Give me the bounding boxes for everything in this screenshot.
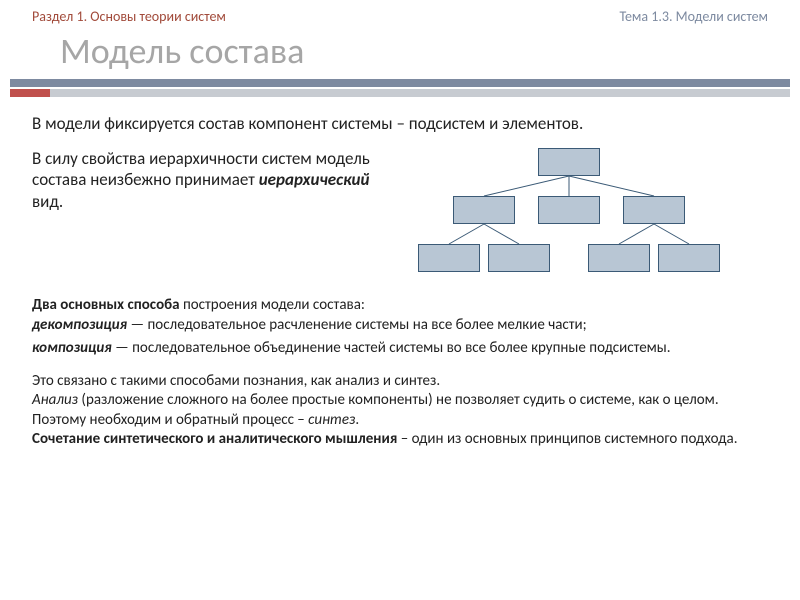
method-desc: — последовательное расчленение системы н… (127, 316, 587, 334)
intro-text: В модели фиксируется состав компонент си… (32, 113, 768, 134)
divider-bars (0, 79, 800, 97)
tree-node (658, 244, 720, 272)
explain-p3-b: Сочетание синтетического и аналитическог… (32, 430, 397, 448)
tree-edge (654, 224, 689, 244)
explain-p3-rest: – один из основных принципов системного … (397, 430, 737, 448)
explain-block: Это связано с такими способами познания,… (32, 372, 768, 450)
para2-post: вид. (32, 191, 63, 212)
explain-p2-end: . (355, 411, 359, 429)
tree-node (538, 148, 600, 176)
method-term: декомпозиция (32, 316, 127, 334)
section-label: Раздел 1. Основы теории систем (32, 8, 226, 25)
method-term: композиция (32, 339, 112, 357)
explain-p1: Это связано с такими способами познания,… (32, 372, 440, 390)
tree-node (418, 244, 480, 272)
tree-node (623, 196, 685, 224)
explain-analysis: Анализ (32, 391, 78, 409)
tree-edge (484, 176, 569, 196)
explain-synthesis: синтез (308, 411, 355, 429)
tree-node (488, 244, 550, 272)
methods-head-b: Два основных способа (32, 296, 180, 314)
tree-node (453, 196, 515, 224)
methods-heading: Два основных способа построения модели с… (32, 296, 768, 314)
tree-edge (569, 176, 654, 196)
methods-list: декомпозиция — последовательное расчлене… (32, 316, 768, 358)
methods-head-rest: построения модели состава: (180, 296, 365, 314)
tree-edge (619, 224, 654, 244)
bar-accent (10, 89, 50, 97)
tree-edge (449, 224, 484, 244)
method-item: декомпозиция — последовательное расчлене… (32, 316, 768, 335)
method-item: композиция — последовательное объединени… (32, 339, 768, 358)
page-title: Модель состава (0, 25, 800, 79)
bar-bottom (10, 89, 790, 97)
tree-node (588, 244, 650, 272)
topic-label: Тема 1.3. Модели систем (619, 8, 768, 25)
explain-p2-mid: (разложение сложного на более простые ко… (32, 391, 719, 429)
hierarchy-text: В силу свойства иерархичности систем мод… (32, 148, 382, 278)
method-desc: — последовательное объединение частей си… (112, 339, 671, 357)
hierarchy-diagram (398, 148, 768, 278)
tree-edge (484, 224, 519, 244)
bar-rest (50, 89, 790, 97)
bar-top (10, 79, 790, 87)
para2-em: иерархический (259, 169, 370, 190)
tree-node (538, 196, 600, 224)
